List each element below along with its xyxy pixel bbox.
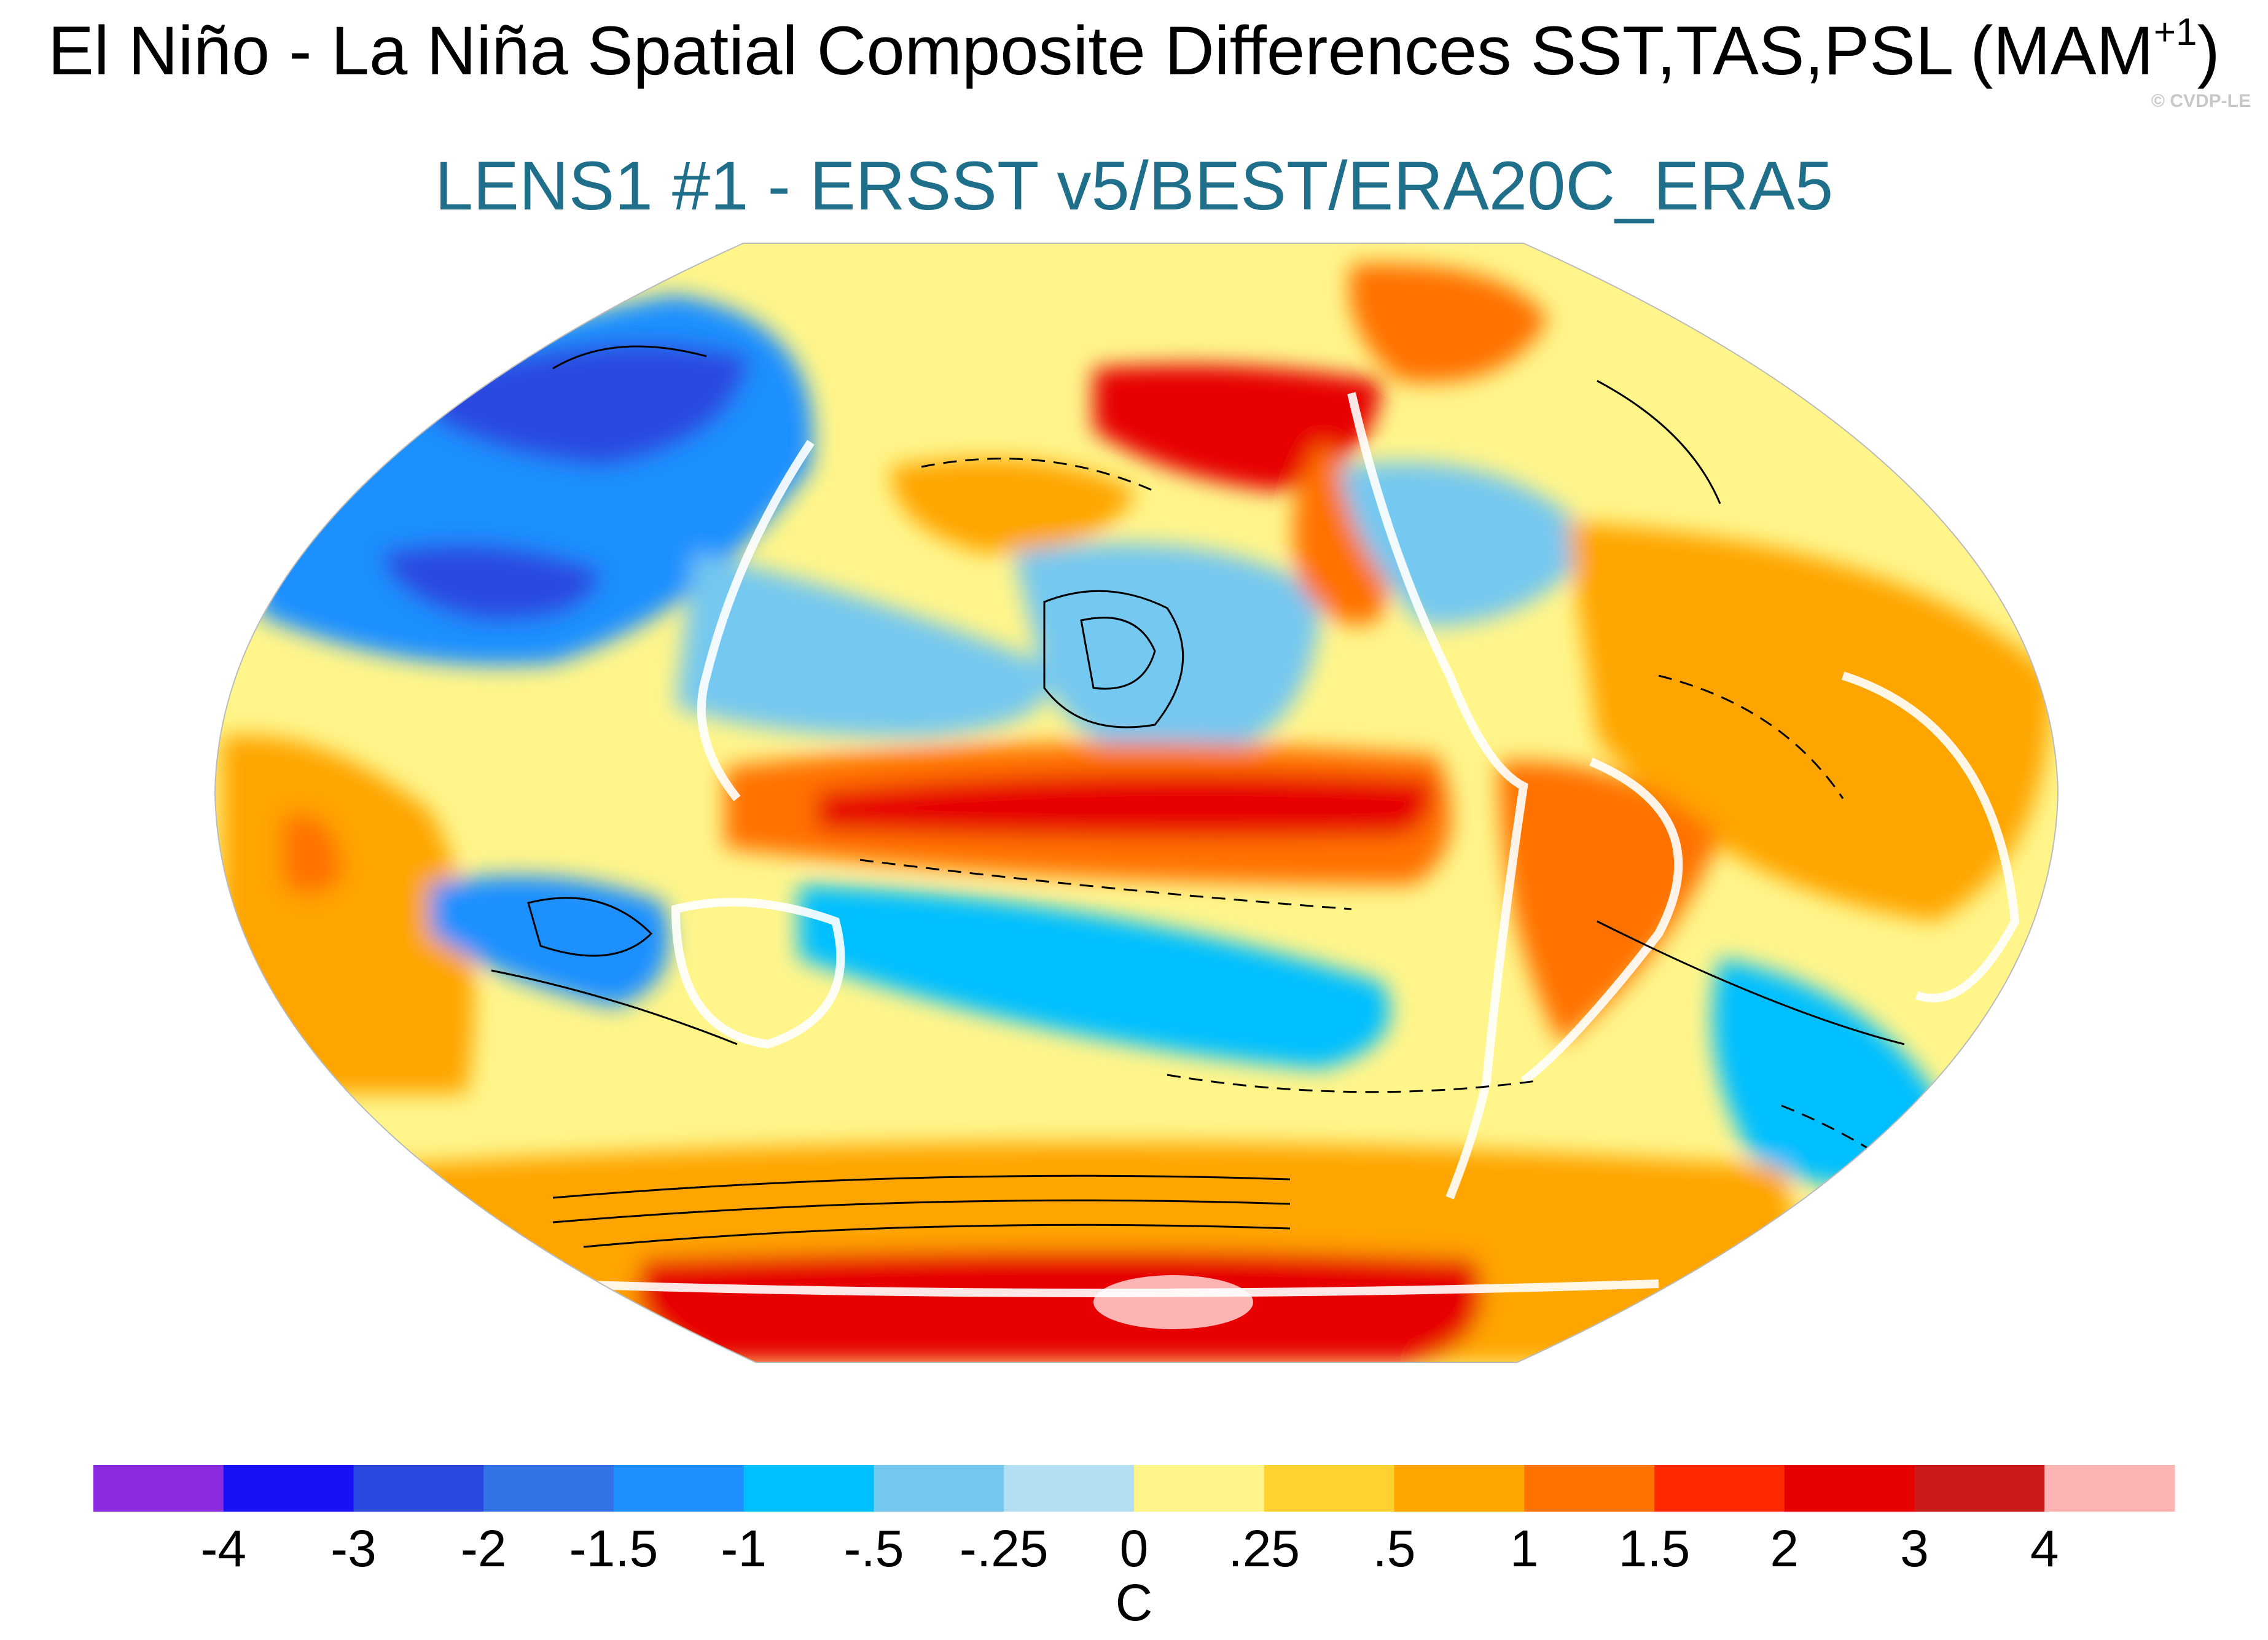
copyright-mark: © CVDP-LE bbox=[2151, 91, 2251, 111]
psl-contour bbox=[1080, 617, 1156, 690]
colorbar-tick-label: -.5 bbox=[843, 1520, 904, 1577]
colorbar-box bbox=[614, 1465, 745, 1512]
colorbar-tick-label: -4 bbox=[200, 1520, 246, 1577]
psl-contour bbox=[552, 345, 707, 370]
psl-contour-dashed bbox=[1167, 1074, 1536, 1093]
colorbar-tick-label: 1.5 bbox=[1619, 1520, 1691, 1577]
colorbar-box bbox=[1654, 1465, 1785, 1512]
map-region-siberia-cold bbox=[430, 342, 749, 467]
subtitle: LENS1 #1 - ERSST v5/BEST/ERA20C_ERA5 bbox=[434, 147, 1834, 224]
main-title-text: El Niño - La Niña Spatial Composite Diff… bbox=[48, 12, 2154, 89]
colorbar-boxes bbox=[93, 1465, 2175, 1512]
coastline-asia-east bbox=[697, 440, 815, 802]
colorbar-box bbox=[1004, 1465, 1135, 1512]
psl-contour bbox=[552, 1199, 1291, 1224]
globe-outline bbox=[214, 243, 2059, 1363]
map-region-south-pacific-cool bbox=[799, 884, 1390, 1069]
psl-contour-dashed bbox=[859, 859, 1352, 910]
colorbar-tick-label: 0 bbox=[1120, 1520, 1149, 1577]
psl-contours bbox=[491, 345, 1905, 1248]
colorbar-tick-label: 1 bbox=[1510, 1520, 1539, 1577]
map-region-north-pacific-cool bbox=[1014, 543, 1321, 762]
coastline-americas bbox=[1347, 392, 1528, 1200]
colorbar-box bbox=[2044, 1465, 2175, 1512]
coastline-antarctica bbox=[552, 1279, 1659, 1297]
main-title: El Niño - La Niña Spatial Composite Diff… bbox=[0, 11, 2268, 90]
colorbar-box bbox=[1134, 1465, 1265, 1512]
map-region-west-pacific-cool bbox=[676, 553, 1050, 737]
colorbar-box bbox=[93, 1465, 224, 1512]
coastline-eastern-south-america bbox=[1520, 757, 1683, 1085]
map-field bbox=[215, 243, 2058, 1362]
psl-contour bbox=[1597, 380, 1721, 504]
colorbar-box bbox=[1784, 1465, 1915, 1512]
main-title-superscript: +1 bbox=[2153, 10, 2197, 53]
colorbar-box bbox=[353, 1465, 484, 1512]
map-region-south-america-warm bbox=[1499, 761, 1720, 1044]
colorbar-box bbox=[1394, 1465, 1525, 1512]
colorbar-box bbox=[1524, 1465, 1655, 1512]
map-region-nino-tongue-warm bbox=[817, 773, 1433, 838]
colorbar-tick-label: .25 bbox=[1228, 1520, 1300, 1577]
map-region-indian-ocean-cool bbox=[430, 875, 670, 1007]
colorbar-tick-label: -.25 bbox=[960, 1520, 1049, 1577]
colorbar-box bbox=[1914, 1465, 2045, 1512]
colorbar-tick-label: 4 bbox=[2030, 1520, 2059, 1577]
map-region-greenland-warm bbox=[1349, 264, 1548, 383]
psl-contour bbox=[1043, 590, 1184, 728]
map-region-north-pacific-orange bbox=[891, 458, 1136, 553]
main-title-close: ) bbox=[2197, 12, 2220, 89]
map-region-north-america-cool bbox=[1339, 462, 1597, 627]
psl-contour-dashed bbox=[1658, 674, 1844, 799]
colorbar-box bbox=[223, 1465, 354, 1512]
colorbar-box bbox=[1264, 1465, 1394, 1512]
psl-contour bbox=[583, 1224, 1291, 1248]
colorbar-unit: C bbox=[1116, 1574, 1153, 1631]
coastlines bbox=[552, 392, 2020, 1297]
coastline-africa bbox=[1841, 671, 2020, 1002]
psl-contour-dashed bbox=[921, 458, 1156, 493]
colorbar-tick-label: -3 bbox=[330, 1520, 377, 1577]
psl-contours-negative bbox=[859, 458, 1936, 1199]
colorbar-ticks: -4 -3 -2 -1.5 -1 -.5 -.25 0 .25 .5 1 1.5 2 3 4 bbox=[200, 1520, 2059, 1577]
colorbar-tick-label: 3 bbox=[1900, 1520, 1929, 1577]
colorbar-tick-label: -1.5 bbox=[569, 1520, 659, 1577]
map-region-indian-warm-red bbox=[283, 813, 344, 894]
colorbar-box bbox=[874, 1465, 1004, 1512]
psl-contour bbox=[552, 1174, 1291, 1199]
map-region-alaska-canada-warm bbox=[1093, 364, 1382, 491]
colorbar-box bbox=[483, 1465, 614, 1512]
colorbar-tick-label: -2 bbox=[461, 1520, 507, 1577]
psl-contour bbox=[1597, 920, 1905, 1045]
psl-contour bbox=[527, 897, 653, 957]
coastline-australia bbox=[671, 897, 845, 1049]
psl-contour bbox=[491, 969, 738, 1045]
colorbar-tick-label: .5 bbox=[1372, 1520, 1415, 1577]
map-region-central-asia-cold bbox=[381, 544, 602, 621]
map-region-southern-ocean-warm bbox=[637, 1250, 1482, 1362]
colorbar-box bbox=[743, 1465, 874, 1512]
colorbar-tick-label: 2 bbox=[1770, 1520, 1799, 1577]
colorbar-tick-label: -1 bbox=[721, 1520, 767, 1577]
